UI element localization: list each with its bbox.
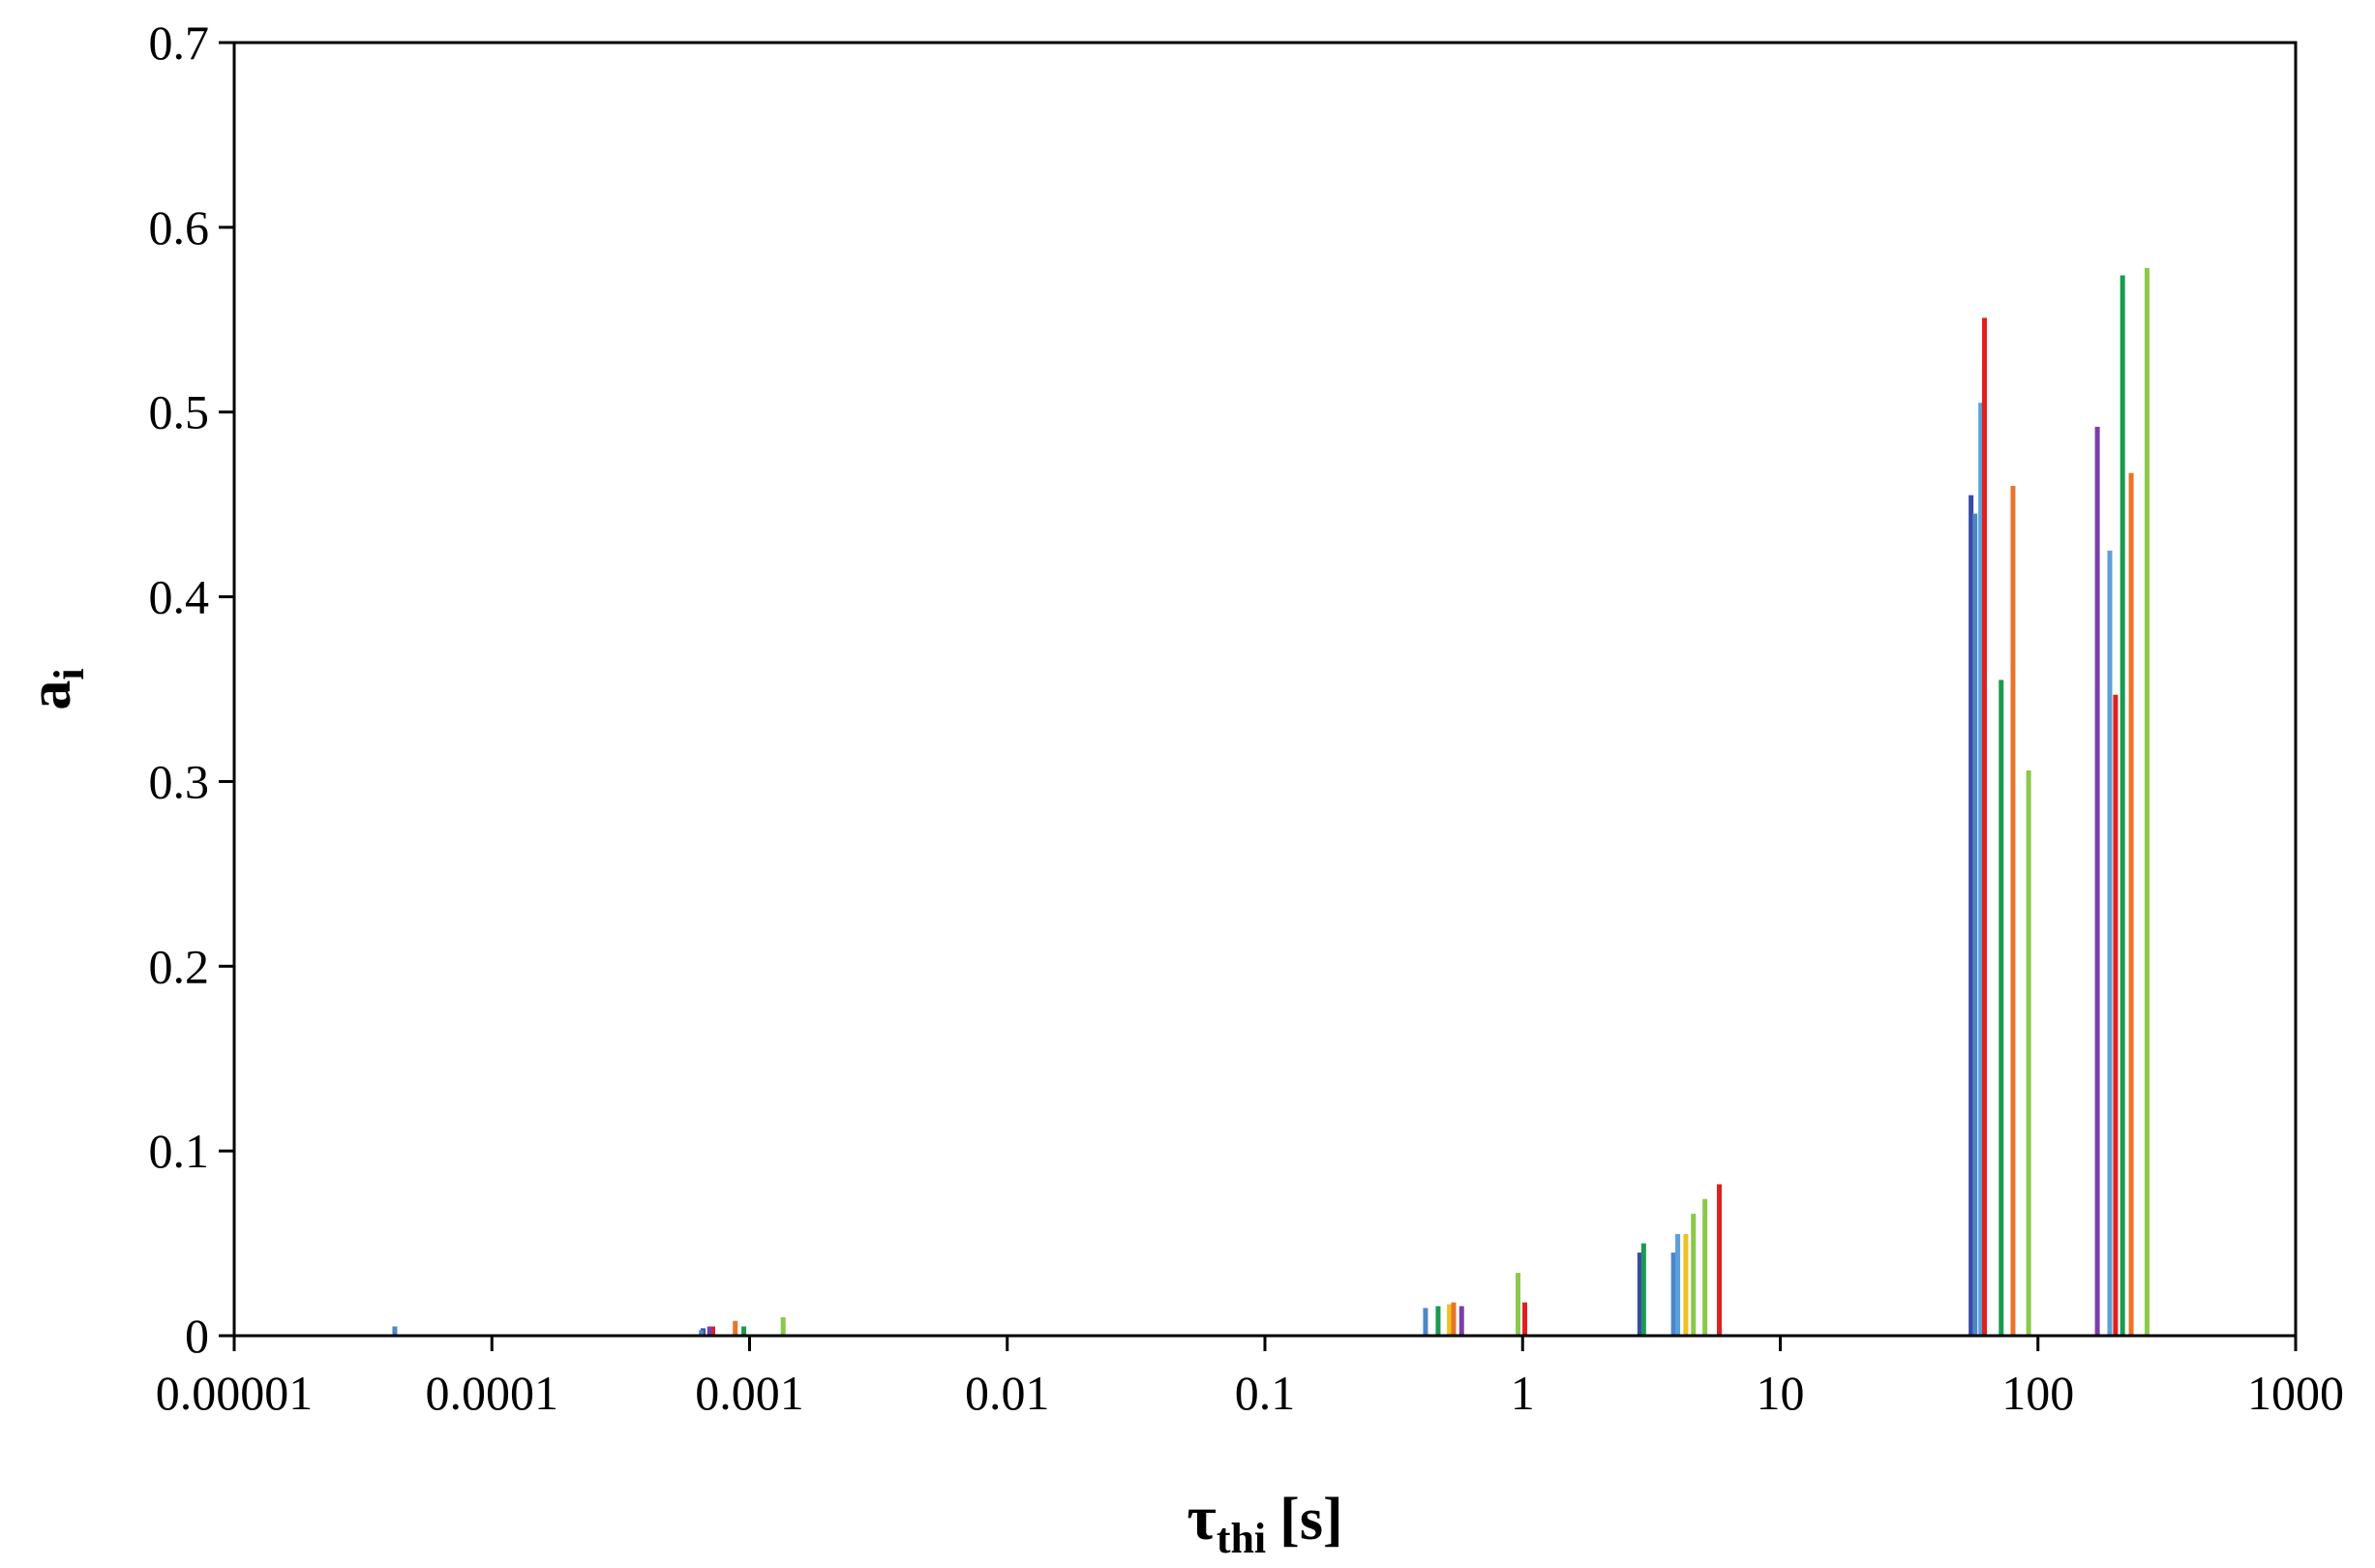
x-axis-title-sub: thi <box>1217 1515 1266 1562</box>
bar <box>710 1326 716 1336</box>
x-tick-label: 0.00001 <box>156 1366 314 1420</box>
x-axis-title-main: τ <box>1187 1483 1216 1553</box>
bar <box>1675 1234 1681 1336</box>
bar <box>1972 513 1978 1336</box>
bar <box>706 1326 712 1336</box>
bar <box>1458 1306 1464 1336</box>
bar <box>2128 472 2134 1336</box>
bar <box>1516 1273 1521 1336</box>
y-tick-label: 0.4 <box>149 570 210 624</box>
x-tick-label: 10 <box>1757 1366 1805 1420</box>
y-axis-title-main: a <box>17 680 83 710</box>
bar <box>699 1330 705 1336</box>
bar <box>1691 1214 1697 1336</box>
y-tick-label: 0.1 <box>149 1124 210 1178</box>
bar <box>1423 1308 1428 1336</box>
y-tick-label: 0.6 <box>149 200 210 255</box>
bar <box>1978 403 1984 1336</box>
y-axis-title: ai <box>17 668 93 709</box>
x-tick-label: 0.01 <box>965 1366 1050 1420</box>
bars <box>392 267 2150 1337</box>
bar <box>2144 267 2150 1337</box>
bar <box>2107 550 2113 1336</box>
bar <box>733 1320 738 1336</box>
bar <box>1447 1304 1453 1336</box>
bar <box>1451 1302 1457 1336</box>
bar <box>741 1326 747 1336</box>
bar <box>2010 486 2016 1336</box>
x-axis-title-unit: [s] <box>1279 1487 1342 1553</box>
bar <box>1981 317 1987 1336</box>
y-tick-label: 0 <box>185 1309 209 1363</box>
bar <box>1637 1252 1642 1336</box>
bar <box>1683 1234 1689 1336</box>
bar <box>1969 495 1974 1337</box>
bar <box>1522 1302 1528 1336</box>
x-axis-title: τthi [s] <box>1187 1483 1342 1562</box>
y-tick-label: 0.5 <box>149 385 210 439</box>
bar <box>1702 1198 1708 1336</box>
bar <box>1999 679 2004 1336</box>
bar <box>2113 694 2119 1336</box>
x-tick-label: 0.0001 <box>426 1366 559 1420</box>
bar <box>1717 1184 1723 1336</box>
x-tick-label: 1000 <box>2247 1366 2344 1420</box>
y-tick-label: 0.2 <box>149 939 210 993</box>
bar <box>2119 275 2125 1337</box>
plot-area-frame <box>232 41 2298 1338</box>
y-tick-label: 0.7 <box>149 15 210 70</box>
x-tick-label: 100 <box>2001 1366 2074 1420</box>
bar <box>2026 769 2031 1336</box>
x-tick-label: 0.1 <box>1235 1366 1296 1420</box>
bar <box>2094 426 2100 1337</box>
y-axis: 0 0.1 0.2 0.3 0.4 0.5 0.6 0.7 <box>149 15 234 1363</box>
x-tick-label: 0.001 <box>695 1366 804 1420</box>
bar <box>392 1326 398 1336</box>
x-tick-label: 1 <box>1511 1366 1535 1420</box>
y-axis-title-sub: i <box>45 668 93 679</box>
bar <box>1435 1306 1441 1336</box>
bar <box>780 1316 786 1336</box>
bar <box>1670 1252 1676 1336</box>
bar <box>1640 1243 1646 1336</box>
y-tick-label: 0.3 <box>149 754 210 808</box>
x-axis: 0.00001 0.0001 0.001 0.01 0.1 1 10 100 1000 <box>156 1336 2344 1420</box>
